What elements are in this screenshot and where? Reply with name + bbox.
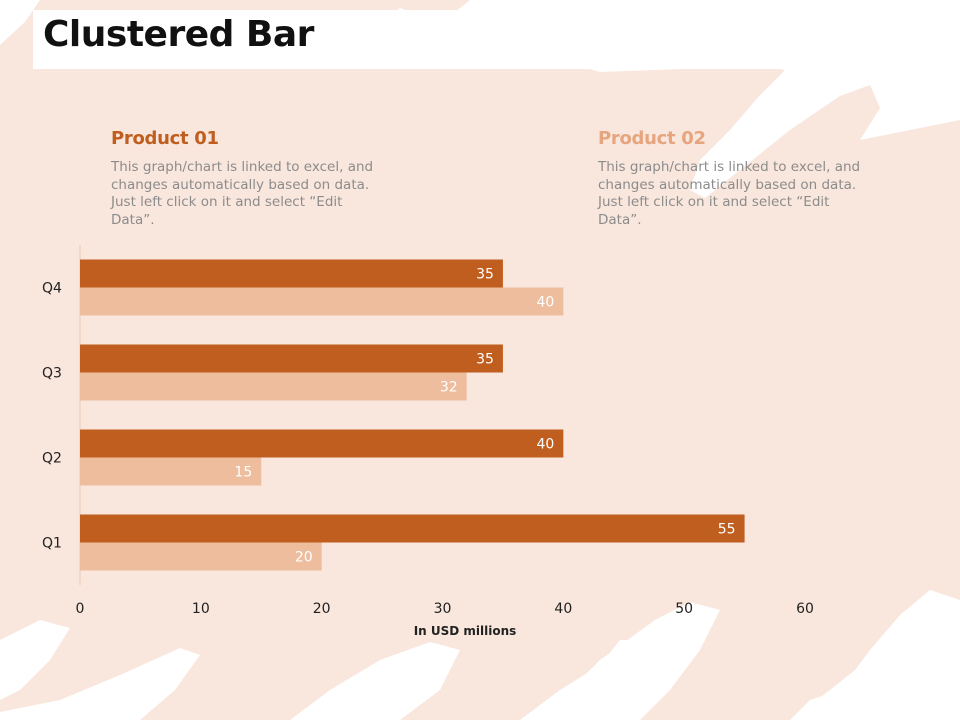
- legend-description-product-01: This graph/chart is linked to excel, and…: [111, 159, 374, 228]
- data-label-product-02-q4: 40: [537, 295, 555, 311]
- data-label-product-01-q2: 40: [537, 437, 555, 453]
- y-tick-label-q2: Q2: [42, 451, 62, 467]
- x-tick-label-40: 40: [554, 601, 572, 617]
- bar-product-01-q1: [80, 514, 745, 543]
- data-label-product-02-q1: 20: [295, 550, 313, 566]
- bar-product-02-q1: [80, 542, 322, 571]
- y-tick-label-q3: Q3: [42, 366, 62, 382]
- legend-product-02: Product 02 This graph/chart is linked to…: [598, 128, 868, 229]
- slide-title: Clustered Bar: [43, 14, 314, 55]
- legend-heading-product-02: Product 02: [598, 128, 706, 149]
- x-tick-label-10: 10: [192, 601, 210, 617]
- bar-product-01-q3: [80, 344, 503, 373]
- bar-product-01-q4: [80, 259, 503, 288]
- x-axis-title: In USD millions: [414, 624, 517, 638]
- bar-product-02-q3: [80, 372, 467, 401]
- legend-description-product-02: This graph/chart is linked to excel, and…: [598, 159, 861, 228]
- bar-product-01-q2: [80, 429, 564, 458]
- data-label-product-02-q2: 15: [234, 465, 252, 481]
- y-tick-label-q4: Q4: [42, 281, 62, 297]
- x-tick-label-60: 60: [796, 601, 814, 617]
- bar-product-02-q4: [80, 287, 564, 316]
- x-tick-label-0: 0: [76, 601, 85, 617]
- x-tick-label-50: 50: [675, 601, 693, 617]
- y-tick-label-q1: Q1: [42, 536, 62, 552]
- data-label-product-01-q3: 35: [476, 352, 494, 368]
- legend-heading-product-01: Product 01: [111, 128, 219, 149]
- title-box: [33, 10, 778, 69]
- legend-product-01: Product 01 This graph/chart is linked to…: [111, 128, 381, 229]
- bar-product-02-q2: [80, 457, 262, 486]
- data-label-product-01-q1: 55: [718, 522, 736, 538]
- data-label-product-01-q4: 35: [476, 267, 494, 283]
- x-tick-label-20: 20: [313, 601, 331, 617]
- data-label-product-02-q3: 32: [440, 380, 458, 396]
- x-tick-label-30: 30: [434, 601, 452, 617]
